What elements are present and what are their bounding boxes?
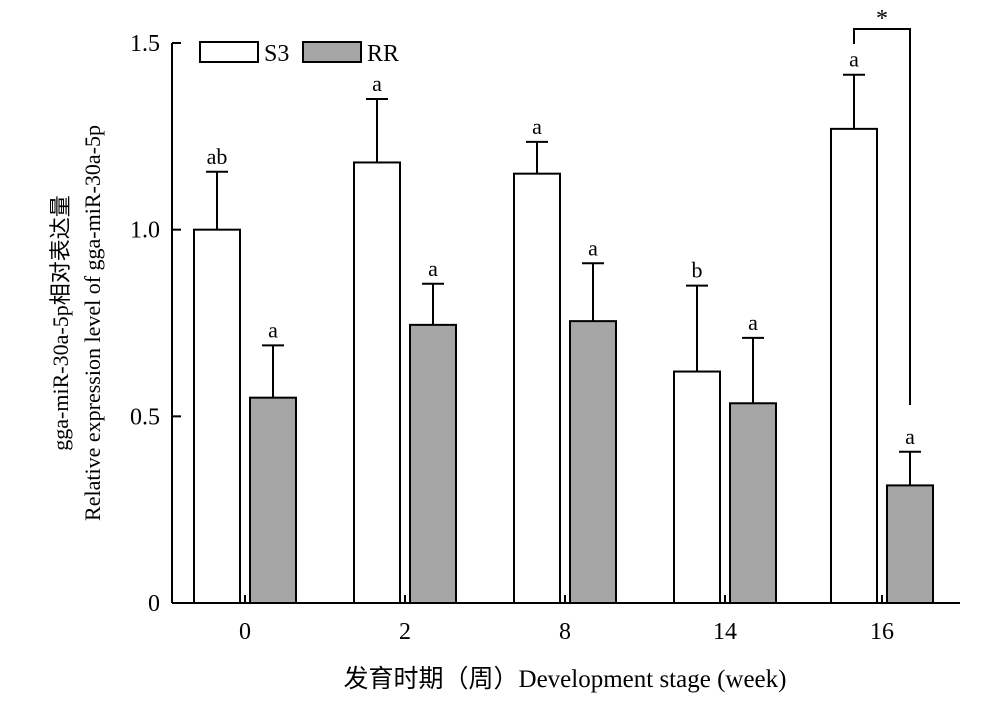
- bar-rr: [249, 396, 297, 604]
- significance-letter: ab: [207, 144, 228, 169]
- x-axis-label: 发育时期（周）Development stage (week): [344, 665, 787, 693]
- x-tick-label: 0: [239, 619, 251, 645]
- significance-letter: a: [905, 424, 915, 449]
- significance-letter: a: [532, 114, 542, 139]
- y-tick-label: 0.5: [130, 404, 160, 430]
- legend-label-rr: RR: [367, 41, 399, 67]
- bar-rr: [729, 402, 777, 604]
- significance-letter: a: [588, 235, 598, 260]
- bar-rr: [409, 323, 457, 604]
- bar-rr: [886, 484, 934, 604]
- significance-letter: a: [372, 71, 382, 96]
- significance-letter: a: [748, 310, 758, 335]
- bar-s3: [353, 161, 401, 604]
- significance-letter: a: [268, 317, 278, 342]
- y-tick-label: 0: [148, 591, 160, 617]
- x-tick-label: 8: [559, 619, 571, 645]
- bar-s3: [193, 228, 241, 605]
- y-axis-label-english: Relative expression level of gga-miR-30a…: [80, 125, 105, 521]
- y-tick-label: 1.5: [130, 31, 160, 57]
- significance-letter: a: [428, 256, 438, 281]
- x-tick-label: 14: [713, 619, 737, 645]
- bar-s3: [830, 127, 878, 604]
- legend-swatch-rr: [302, 41, 362, 63]
- bar-rr: [569, 320, 617, 604]
- bar-s3: [513, 172, 561, 605]
- x-tick-label: 16: [870, 619, 894, 645]
- significance-letter: b: [692, 258, 703, 283]
- legend-label-s3: S3: [264, 41, 289, 67]
- significance-star: *: [876, 6, 888, 32]
- significance-bracket: [853, 28, 911, 405]
- x-tick-label: 2: [399, 619, 411, 645]
- bar-s3: [673, 370, 721, 604]
- y-axis-label-chinese: gga-miR-30a-5p相对表达量: [48, 195, 73, 450]
- y-tick-label: 1.0: [130, 218, 160, 244]
- legend-swatch-s3: [199, 41, 259, 63]
- significance-letter: a: [849, 47, 859, 72]
